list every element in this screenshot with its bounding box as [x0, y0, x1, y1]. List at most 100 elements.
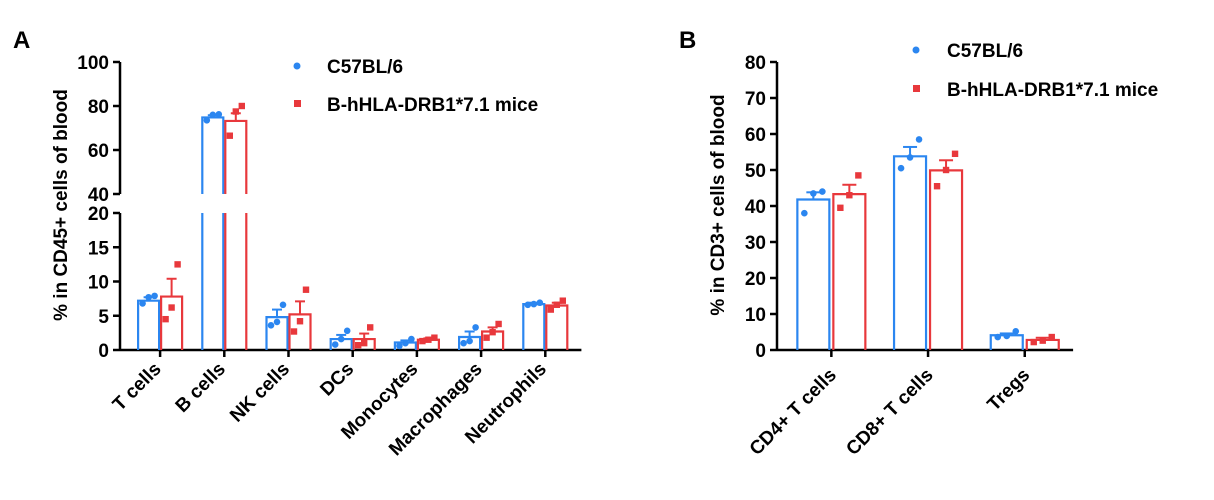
point-c57-monocytes: [396, 342, 403, 350]
y-tick-label-b: 20: [745, 269, 766, 290]
bars-a: [137, 102, 569, 350]
bar-c57-t-cells: [137, 299, 161, 350]
y-tick-label-a: 60: [88, 141, 109, 162]
point-c57-b-cells: [215, 111, 223, 118]
point-hla-dcs: [361, 339, 368, 347]
point-hla-macrophages: [483, 334, 490, 341]
point-c57-dcs: [343, 327, 351, 335]
point-hla-nk-cells: [290, 328, 298, 335]
y-tick-label-b: 80: [745, 53, 766, 74]
y-tick-label-a: 5: [98, 307, 109, 328]
point-c57-macrophages: [466, 337, 473, 345]
bar-upper-hla-b-cells: [224, 119, 248, 194]
point-c57-nk-cells: [267, 322, 275, 329]
bar-lower-hla-b-cells: [224, 213, 248, 350]
point-hla-b-cells: [238, 102, 245, 110]
point-c57-nk-cells: [273, 318, 281, 326]
point-hla-cd8-t-cells: [951, 150, 959, 157]
point-c57-cd4-t-cells: [810, 190, 817, 197]
point-hla-neutrophils: [559, 297, 566, 304]
x-tick-label-t-cells: T cells: [109, 359, 166, 416]
point-hla-cd8-t-cells: [933, 183, 941, 190]
point-c57-t-cells: [145, 293, 152, 301]
point-hla-neutrophils: [553, 301, 560, 308]
point-c57-cd8-t-cells: [915, 136, 923, 143]
legend-item-hla-b: B-hHLA-DRB1*7.1 mice: [913, 80, 1158, 101]
y-tick-label-a: 20: [88, 204, 109, 225]
y-tick-label-a: 40: [88, 185, 109, 206]
point-hla-b-cells: [226, 132, 233, 139]
point-hla-cd4-t-cells: [855, 172, 862, 179]
x-tick-label-tregs: Tregs: [984, 365, 1035, 416]
y-tick-label-b: 60: [745, 125, 766, 146]
legend-item-c57bl6: C57BL/6: [293, 57, 403, 78]
bar-upper-c57-b-cells: [201, 116, 225, 194]
point-hla-t-cells: [162, 315, 169, 323]
panel-letter-a: A: [13, 27, 30, 54]
y-tick-label-b: 10: [745, 305, 766, 326]
y-tick-label-b: 70: [745, 89, 766, 110]
x-tick-label-dcs: DCs: [317, 359, 359, 401]
point-hla-t-cells: [174, 261, 181, 268]
point-c57-nk-cells: [279, 301, 287, 309]
point-c57-t-cells: [151, 292, 158, 300]
point-c57-macrophages: [472, 324, 479, 331]
panel-letter-b: B: [679, 27, 696, 54]
point-c57-monocytes: [408, 335, 415, 343]
point-hla-b-cells: [232, 108, 239, 115]
point-hla-dcs: [367, 324, 374, 331]
bar-c57-neutrophils: [522, 303, 546, 350]
bar-c57-cd4-t-cells: [796, 198, 831, 350]
y-tick-label-b: 30: [745, 233, 766, 254]
legend-a: C57BL/6 B-hHLA-DRB1*7.1 mice: [293, 57, 538, 116]
point-c57-b-cells: [209, 111, 217, 119]
point-hla-dcs: [355, 342, 362, 349]
bar-hla-cd8-t-cells: [928, 169, 964, 350]
y-axis-title-b: % in CD3+ cells of blood: [708, 94, 729, 315]
y-tick-label-a: 10: [88, 273, 109, 294]
point-c57-neutrophils: [524, 301, 532, 309]
point-c57-cd4-t-cells: [801, 209, 808, 217]
point-hla-cd4-t-cells: [837, 204, 844, 211]
legend-marker-hla-b: [913, 85, 920, 92]
x-tick-label-b-cells: B cells: [172, 359, 230, 417]
point-hla-monocytes: [419, 337, 426, 345]
legend-label-hla-b: B-hHLA-DRB1*7.1 mice: [947, 80, 1158, 101]
point-hla-nk-cells: [302, 286, 310, 293]
y-tick-label-a: 100: [77, 53, 109, 74]
point-c57-b-cells: [203, 117, 211, 124]
x-tick-label-nk-cells: NK cells: [226, 359, 294, 427]
y-tick-label-a: 80: [88, 97, 109, 118]
y-tick-label-b: 50: [745, 161, 766, 182]
point-hla-neutrophils: [547, 306, 554, 313]
y-tick-label-b: 0: [755, 341, 766, 362]
point-hla-monocytes: [425, 336, 432, 343]
bars-b: [796, 136, 1060, 350]
legend-item-hla: B-hHLA-DRB1*7.1 mice: [294, 95, 538, 116]
point-hla-monocytes: [431, 334, 438, 341]
point-c57-cd8-t-cells: [897, 164, 905, 172]
point-c57-tregs: [994, 333, 1002, 341]
point-c57-macrophages: [460, 339, 467, 347]
bar-lower-c57-b-cells: [201, 213, 225, 350]
point-hla-macrophages: [489, 328, 496, 336]
legend-b: C57BL/6 B-hHLA-DRB1*7.1 mice: [912, 41, 1158, 101]
point-c57-tregs: [1012, 327, 1020, 335]
legend-marker-c57bl6-b: [912, 46, 920, 54]
legend-label-c57bl6: C57BL/6: [327, 57, 403, 78]
legend-item-c57bl6-b: C57BL/6: [912, 41, 1023, 62]
axes-b: 0 10 20 30 40 50 60 70 80 CD4+ T cells CD8+ T cell…: [745, 53, 1074, 460]
point-hla-nk-cells: [296, 318, 304, 325]
point-c57-cd8-t-cells: [906, 154, 914, 161]
point-c57-tregs: [1003, 332, 1011, 340]
point-hla-t-cells: [168, 304, 175, 311]
point-hla-tregs: [1030, 338, 1037, 346]
y-tick-label-a: 0: [98, 341, 109, 362]
bar-c57-cd8-t-cells: [892, 155, 928, 350]
point-hla-cd4-t-cells: [846, 192, 853, 199]
point-hla-cd8-t-cells: [942, 166, 950, 174]
point-hla-tregs: [1039, 337, 1046, 344]
legend-marker-hla: [294, 100, 301, 107]
